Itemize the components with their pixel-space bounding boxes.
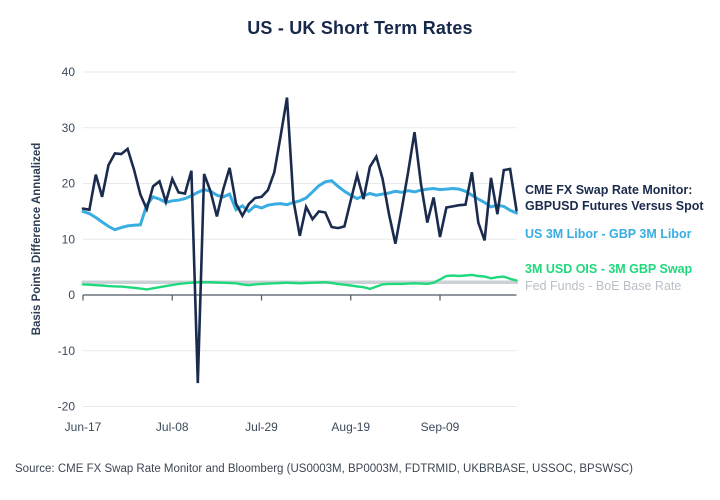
y-tick-label: 10 xyxy=(62,232,76,246)
x-tick-label: Sep-09 xyxy=(421,420,460,434)
y-tick-label: 30 xyxy=(62,121,76,135)
x-tick-label: Jun-17 xyxy=(65,420,102,434)
x-tick-label: Jul-08 xyxy=(156,420,189,434)
series-us-3m-libor-minus-gbp-3m-libor xyxy=(81,179,518,232)
chart-plot: 40 30 20 10 0 -10 -20 Jun-17 Jul-08 Jul-29 Aug-19 S… xyxy=(58,65,519,434)
series-cme-fx-swap-rate-monitor xyxy=(81,97,518,384)
y-tick-label: 20 xyxy=(62,177,76,191)
x-tick-label: Aug-19 xyxy=(331,420,370,434)
y-tick-label: 40 xyxy=(62,65,76,79)
x-tick-label: Jul-29 xyxy=(245,420,278,434)
y-tick-label: -10 xyxy=(58,344,76,358)
series-3m-usd-ois-minus-3m-gbp-swap xyxy=(81,273,518,291)
y-tick-label: 0 xyxy=(68,288,75,302)
source-note: Source: CME FX Swap Rate Monitor and Blo… xyxy=(15,463,634,475)
chart-title: US - UK Short Term Rates xyxy=(247,18,473,38)
y-tick-label: -20 xyxy=(58,400,76,414)
